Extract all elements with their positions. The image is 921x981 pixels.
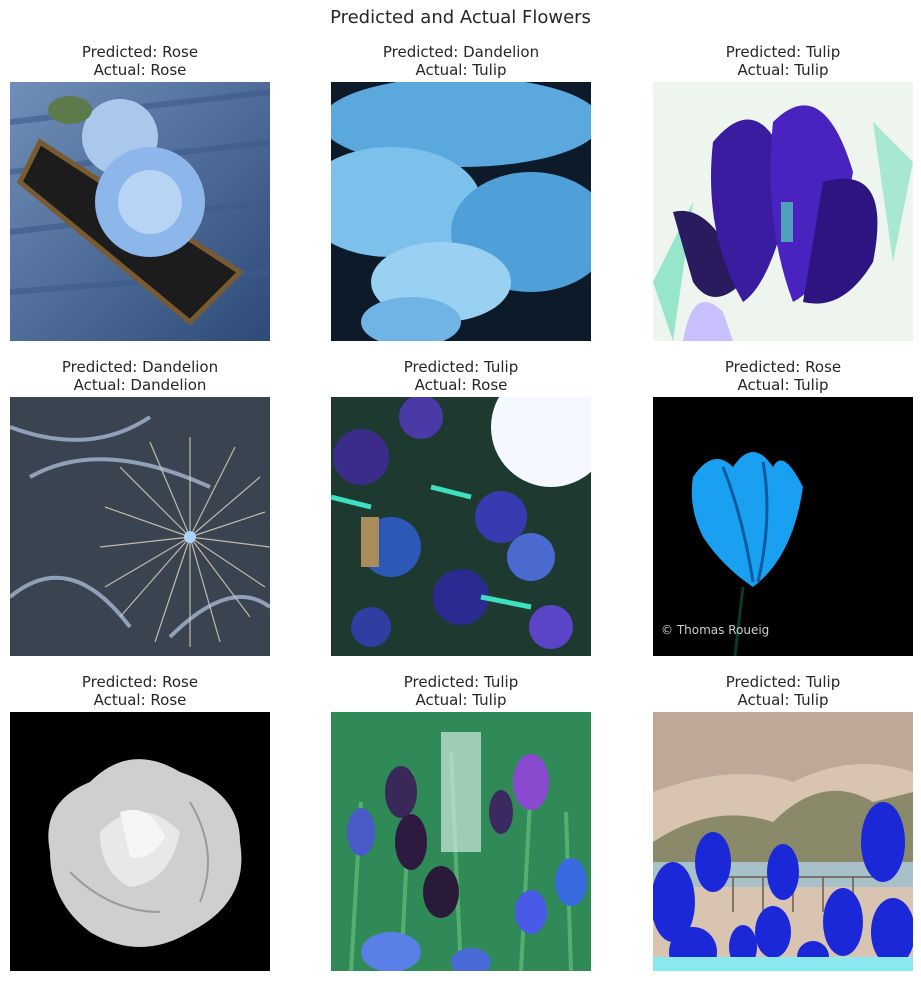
figure-title: Predicted and Actual Flowers — [330, 7, 591, 28]
panel-title: Predicted: Dandelion Actual: Dandelion — [0, 358, 300, 394]
predicted-label: Predicted: Tulip — [403, 358, 519, 376]
actual-label: Actual: Tulip — [737, 61, 829, 79]
flower-image — [10, 82, 270, 341]
actual-label: Actual: Tulip — [737, 376, 829, 394]
watermark-text: © Thomas Roueig — [661, 623, 769, 637]
flower-image — [331, 82, 591, 341]
panel-title: Predicted: Rose Actual: Rose — [0, 43, 300, 79]
panel-title: Predicted: Tulip Actual: Tulip — [623, 43, 921, 79]
flower-image — [331, 712, 591, 971]
flower-image — [10, 397, 270, 656]
panel-title: Predicted: Tulip Actual: Tulip — [301, 673, 621, 709]
flower-image — [653, 82, 913, 341]
flower-image — [331, 397, 591, 656]
predicted-label: Predicted: Tulip — [725, 673, 841, 691]
actual-label: Actual: Tulip — [737, 691, 829, 709]
flower-image — [10, 712, 270, 971]
panel-title: Predicted: Rose Actual: Rose — [0, 673, 300, 709]
actual-label: Actual: Rose — [414, 376, 508, 394]
panel-title: Predicted: Tulip Actual: Rose — [301, 358, 621, 394]
predicted-label: Predicted: Dandelion — [382, 43, 540, 61]
flower-image: © Thomas Roueig — [653, 397, 913, 656]
panel-title: Predicted: Dandelion Actual: Tulip — [301, 43, 621, 79]
panel-title: Predicted: Rose Actual: Tulip — [623, 358, 921, 394]
predicted-label: Predicted: Dandelion — [61, 358, 219, 376]
flower-image — [653, 712, 913, 971]
predicted-label: Predicted: Tulip — [403, 673, 519, 691]
predicted-label: Predicted: Rose — [724, 358, 842, 376]
actual-label: Actual: Tulip — [415, 61, 507, 79]
actual-label: Actual: Rose — [93, 691, 187, 709]
actual-label: Actual: Tulip — [415, 691, 507, 709]
predicted-label: Predicted: Tulip — [725, 43, 841, 61]
predicted-label: Predicted: Rose — [81, 673, 199, 691]
panel-title: Predicted: Tulip Actual: Tulip — [623, 673, 921, 709]
actual-label: Actual: Dandelion — [73, 376, 207, 394]
actual-label: Actual: Rose — [93, 61, 187, 79]
predicted-label: Predicted: Rose — [81, 43, 199, 61]
